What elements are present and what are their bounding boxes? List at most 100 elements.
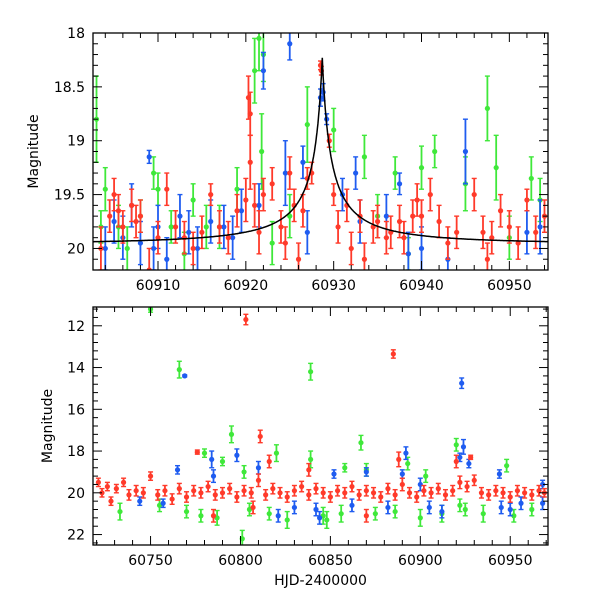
marker <box>278 224 284 230</box>
marker <box>255 465 262 471</box>
data-point-blue <box>331 469 337 479</box>
marker <box>291 504 298 511</box>
data-point-blue <box>537 199 543 255</box>
data-point-red <box>169 493 175 505</box>
marker <box>306 467 312 473</box>
marker <box>287 41 293 47</box>
marker <box>514 488 521 494</box>
data-point-red <box>363 484 369 497</box>
marker <box>234 186 240 192</box>
marker <box>358 440 364 446</box>
data-point-green <box>418 145 425 190</box>
data-point-red <box>234 491 240 503</box>
marker <box>524 229 530 235</box>
data-point-green <box>214 509 220 526</box>
series-red <box>98 60 548 270</box>
marker <box>304 121 310 128</box>
marker <box>338 511 344 517</box>
data-point-red <box>471 474 477 487</box>
data-point-red <box>392 488 398 501</box>
data-point-green <box>342 462 348 473</box>
data-point-blue <box>260 51 267 90</box>
x-tick-label: 60940 <box>399 278 444 294</box>
marker <box>108 498 114 504</box>
marker <box>435 486 441 492</box>
data-point-green <box>361 134 368 180</box>
marker <box>160 500 166 506</box>
data-point-green <box>462 502 468 517</box>
marker <box>194 449 200 455</box>
data-point-red <box>536 484 542 497</box>
data-point-green <box>219 456 226 467</box>
marker <box>453 442 459 448</box>
data-point-red <box>257 429 263 444</box>
x-tick-label: 60850 <box>308 553 353 569</box>
data-point-red <box>335 210 341 244</box>
marker <box>497 208 504 214</box>
data-point-blue <box>102 226 108 270</box>
data-point-red <box>390 349 396 359</box>
data-point-red <box>263 488 269 501</box>
data-point-red <box>500 486 506 499</box>
data-point-blue <box>177 193 183 239</box>
data-point-green <box>156 498 163 513</box>
data-point-red <box>241 484 247 497</box>
marker <box>396 181 403 187</box>
marker <box>471 477 477 483</box>
data-point-green <box>331 107 337 153</box>
marker <box>436 218 442 225</box>
marker <box>176 486 182 492</box>
data-point-red <box>291 484 298 497</box>
data-point-green <box>124 226 130 270</box>
data-point-red <box>219 486 226 499</box>
marker <box>504 463 510 469</box>
x-tick-label: 60950 <box>488 553 533 569</box>
data-point-red <box>243 313 249 326</box>
plot-frame <box>92 306 549 546</box>
marker <box>241 488 247 494</box>
data-point-green <box>102 166 108 212</box>
data-point-red <box>396 451 402 468</box>
marker <box>266 458 272 465</box>
panel-zoom: 60910 60920 60930 60940 60950 18 18.5 19 19.5 20 M… <box>26 26 549 294</box>
marker <box>205 483 211 490</box>
data-point-red <box>256 210 262 255</box>
data-point-red <box>414 183 420 217</box>
marker <box>260 191 267 198</box>
marker <box>378 494 384 500</box>
data-point-red <box>133 484 139 497</box>
data-point-red <box>111 177 117 212</box>
data-point-red <box>385 482 391 495</box>
marker <box>270 486 276 492</box>
data-point-red <box>205 480 211 493</box>
marker <box>348 245 354 252</box>
data-point-red <box>155 488 161 501</box>
marker <box>102 245 108 252</box>
data-point-green <box>372 506 378 521</box>
data-point-red <box>247 134 253 190</box>
marker <box>414 494 420 500</box>
data-point-blue <box>209 450 215 469</box>
marker <box>259 148 265 155</box>
marker <box>478 490 485 496</box>
data-point-green <box>266 506 272 521</box>
marker <box>182 373 188 379</box>
data-point-blue <box>275 508 281 523</box>
data-point-red <box>410 199 416 233</box>
data-point-blue <box>182 373 188 379</box>
marker <box>331 191 337 198</box>
marker <box>317 515 323 521</box>
data-point-blue <box>405 231 411 270</box>
marker <box>230 235 236 241</box>
marker <box>183 508 190 515</box>
marker <box>208 191 214 198</box>
data-point-red <box>370 210 376 244</box>
data-point-red <box>374 204 381 239</box>
marker <box>238 208 245 214</box>
data-point-red <box>497 193 504 228</box>
marker <box>190 197 196 203</box>
data-point-red <box>147 471 154 481</box>
data-point-green <box>308 362 314 381</box>
data-point-red <box>507 491 513 503</box>
